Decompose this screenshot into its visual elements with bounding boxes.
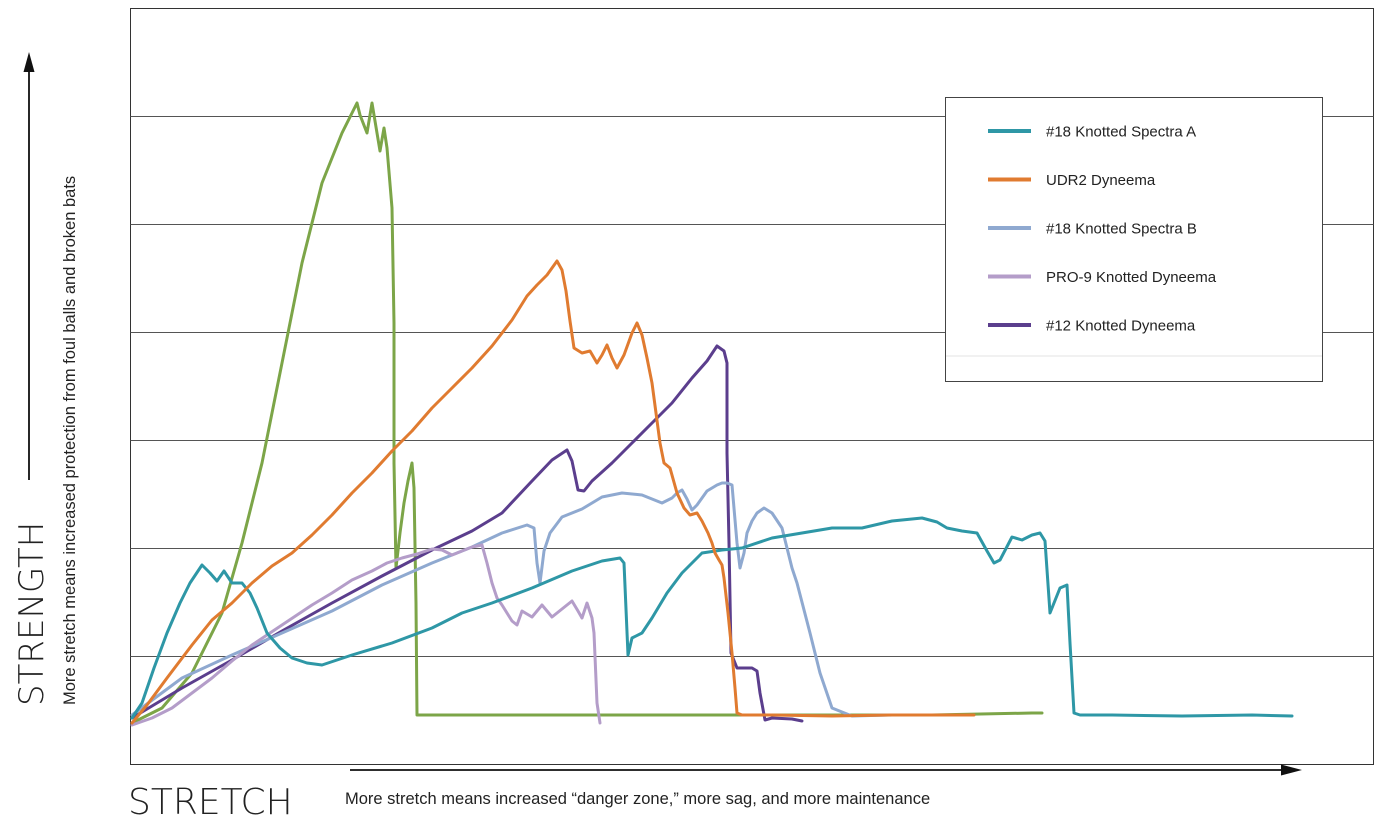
x-axis-caption: More stretch means increased “danger zon… — [345, 790, 930, 808]
y-axis-title-mask — [10, 480, 48, 708]
legend-label-4: PRO-9 Knotted Dyneema — [1046, 269, 1217, 286]
series-line-18-knotted-spectra-b — [130, 481, 894, 718]
y-axis-caption: More stretch means increased protection … — [61, 176, 79, 705]
legend-label-3: #18 Knotted Spectra B — [1046, 221, 1197, 238]
x-axis: STRETCH More stretch means increased “da… — [128, 764, 1302, 818]
x-axis-arrow-head — [1281, 764, 1302, 776]
y-axis-arrow-head — [23, 52, 35, 72]
series-line-udr2-dyneema — [130, 259, 976, 725]
legend-label-2: UDR2 Dyneema — [1046, 172, 1156, 189]
legend-label-1: #18 Knotted Spectra A — [1046, 124, 1196, 141]
y-axis: STRENGTH More stretch means increased pr… — [10, 52, 79, 708]
legend: #18 Knotted Spectra A UDR2 Dyneema #18 Kno… — [945, 97, 1323, 382]
series-line-pro-9-knotted-dyneema — [130, 543, 602, 727]
series-group — [130, 101, 1294, 727]
series-line-unlabeled-green — [130, 101, 1044, 725]
series-line-18-knotted-spectra-a — [130, 516, 1294, 720]
legend-box — [945, 97, 1323, 382]
legend-label-5: #12 Knotted Dyneema — [1046, 318, 1196, 335]
x-axis-title: STRETCH — [128, 782, 293, 818]
y-axis-title: STRENGTH — [12, 522, 52, 706]
series-line-12-knotted-dyneema — [130, 344, 804, 723]
